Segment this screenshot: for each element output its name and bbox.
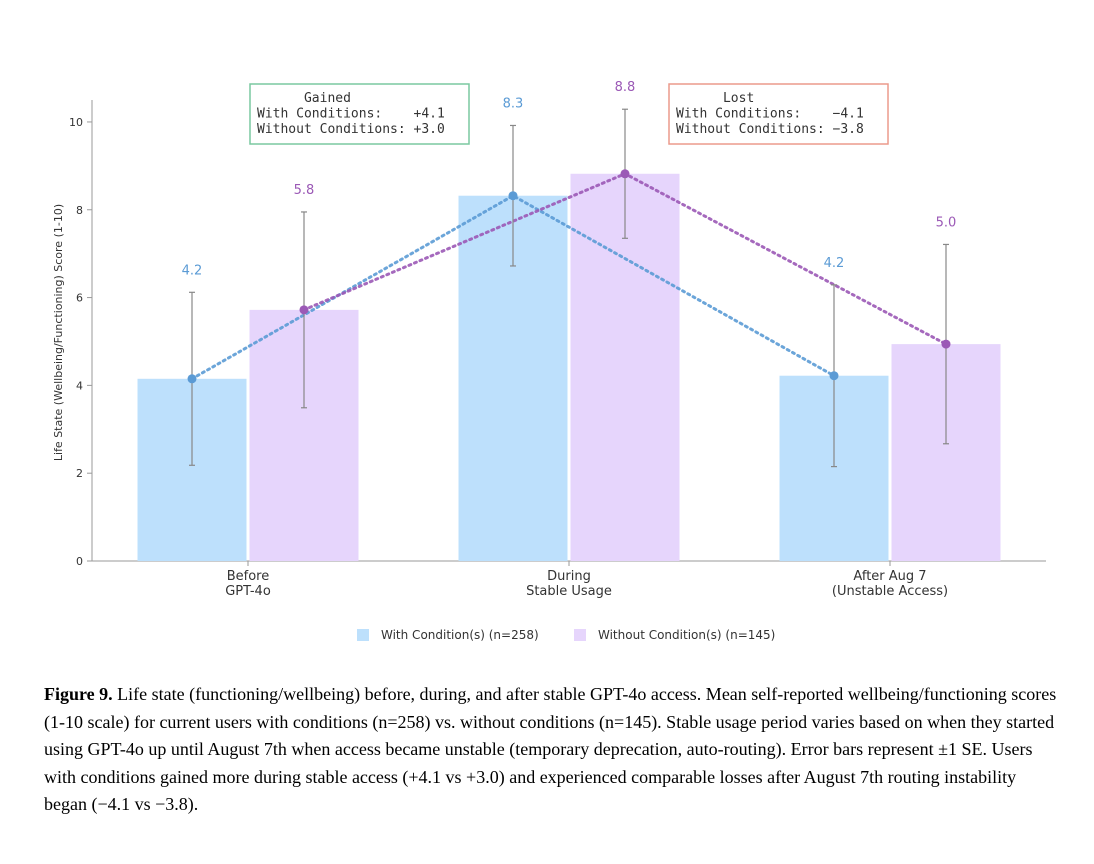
- data-label: 8.3: [503, 96, 524, 111]
- annotation-text: Without Conditions: +3.0: [257, 122, 445, 137]
- annotation-text: Without Conditions: −3.8: [676, 122, 864, 137]
- annotation-text: Gained: [257, 91, 351, 106]
- annotation-box-gained: [249, 83, 470, 145]
- legend-swatch: [574, 629, 586, 641]
- data-label: 5.8: [294, 183, 315, 198]
- x-tick-label: Stable Usage: [526, 584, 612, 599]
- y-tick-label: 2: [76, 467, 83, 480]
- y-tick-label: 4: [76, 379, 83, 392]
- data-point: [620, 169, 630, 179]
- y-tick-label: 0: [76, 555, 83, 568]
- x-tick-label: After Aug 7: [853, 569, 926, 584]
- x-tick-label: GPT-4o: [225, 584, 271, 599]
- y-tick-label: 10: [69, 116, 83, 129]
- caption-text: Life state (functioning/wellbeing) befor…: [44, 684, 1057, 814]
- data-label: 5.0: [936, 215, 957, 230]
- x-tick-label: Before: [227, 569, 270, 584]
- data-label: 8.8: [615, 80, 636, 95]
- data-point: [187, 374, 197, 384]
- x-tick-label: During: [547, 569, 591, 584]
- annotation-text: With Conditions: −4.1: [676, 107, 864, 122]
- data-label: 4.2: [182, 263, 203, 278]
- annotation-box-lost: [668, 83, 889, 145]
- legend-label: Without Condition(s) (n=145): [598, 628, 775, 642]
- figure-caption: Figure 9. Life state (functioning/wellbe…: [44, 681, 1059, 819]
- y-tick-label: 8: [76, 204, 83, 217]
- data-point: [941, 339, 951, 349]
- y-tick-label: 6: [76, 292, 83, 305]
- annotation-text: Lost: [676, 91, 754, 106]
- legend-label: With Condition(s) (n=258): [381, 628, 539, 642]
- data-point: [829, 371, 839, 381]
- legend-swatch: [357, 629, 369, 641]
- data-point: [508, 191, 518, 201]
- annotation-text: With Conditions: +4.1: [257, 107, 445, 122]
- x-tick-label: (Unstable Access): [832, 584, 948, 599]
- chart: 0 2 4 6 8 10 Life State (Wellbeing/Functioning…: [52, 80, 1046, 642]
- data-label: 4.2: [824, 256, 845, 271]
- y-axis-label: Life State (Wellbeing/Functioning) Score…: [52, 204, 65, 461]
- series-line: [190, 193, 836, 381]
- data-point: [299, 305, 309, 315]
- caption-label: Figure 9.: [44, 684, 113, 704]
